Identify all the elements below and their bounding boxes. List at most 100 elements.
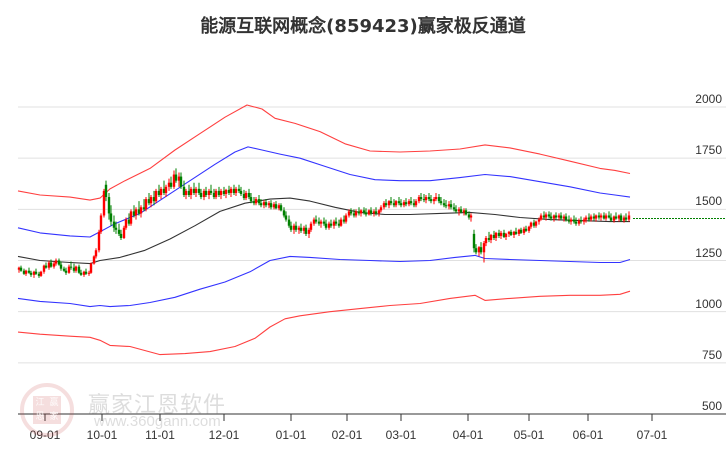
middle-line-line (17, 197, 630, 265)
chart-title: 能源互联网概念(859423)赢家极反通道 (200, 16, 526, 37)
candle (334, 221, 338, 224)
candle (339, 219, 343, 226)
candle (367, 210, 371, 215)
candle (237, 188, 241, 191)
candle (152, 197, 156, 202)
candle (562, 216, 566, 219)
candle (592, 216, 596, 219)
candle (187, 190, 191, 196)
x-tick-label: 02-01 (331, 428, 363, 442)
candle (69, 266, 73, 268)
candle (434, 197, 438, 200)
upper-outer-band-line (17, 104, 631, 201)
candle (164, 186, 168, 193)
candle (437, 197, 441, 202)
candle (324, 223, 328, 228)
candle (262, 202, 266, 206)
candle (307, 229, 311, 234)
candle (394, 201, 398, 206)
candle (369, 210, 373, 214)
candle (97, 231, 101, 251)
candle (344, 215, 348, 222)
upper-inner-band-line (17, 146, 631, 238)
candle (234, 188, 238, 193)
candle (477, 247, 481, 253)
candle (454, 209, 458, 212)
candle (259, 203, 263, 206)
candle (309, 223, 313, 230)
candle (467, 214, 471, 218)
candle (242, 193, 246, 199)
candle (229, 188, 233, 193)
x-axis (18, 413, 726, 421)
candle (514, 231, 518, 234)
candle (499, 232, 503, 236)
candle (122, 227, 126, 238)
x-tick-label: 06-01 (572, 428, 604, 442)
candle (322, 221, 326, 224)
candle (19, 267, 23, 271)
candle (494, 232, 498, 238)
candle (47, 262, 51, 268)
candle (527, 226, 531, 231)
candle (44, 265, 48, 268)
candle (64, 270, 68, 273)
candle (34, 271, 38, 274)
candle (452, 207, 456, 210)
candle (107, 197, 111, 214)
candle (129, 211, 133, 224)
candle (182, 186, 186, 196)
candle (587, 217, 591, 220)
candle (427, 197, 431, 200)
candle (292, 225, 296, 230)
x-tick-label: 07-01 (636, 428, 668, 442)
candle (352, 213, 356, 216)
candle (524, 228, 528, 231)
candle (594, 215, 598, 219)
candle (517, 229, 521, 234)
candle (484, 237, 488, 244)
candle (82, 271, 86, 275)
candle (542, 215, 546, 218)
candle (279, 205, 283, 211)
candle (167, 182, 171, 187)
candle (414, 201, 418, 206)
candle (424, 197, 428, 201)
candle (32, 271, 36, 275)
lower-inner-band-line (17, 254, 631, 308)
candle (544, 214, 548, 218)
candle (492, 234, 496, 238)
candle (604, 215, 608, 219)
candle (269, 203, 273, 208)
candle (194, 188, 198, 193)
candle (379, 207, 383, 211)
candle (337, 223, 341, 226)
channel-lines (17, 104, 631, 356)
candle (577, 220, 581, 224)
candle (627, 215, 631, 220)
candle (144, 199, 148, 210)
x-tick-label: 11-01 (145, 428, 175, 442)
candle (574, 221, 578, 224)
candle (57, 260, 61, 265)
candle (22, 270, 26, 274)
candle (299, 227, 303, 231)
candle (252, 201, 256, 204)
candle (549, 216, 553, 219)
lower-outer-band-line (17, 290, 631, 356)
candle (487, 237, 491, 241)
candle (417, 197, 421, 202)
candle (184, 190, 188, 196)
candle (137, 209, 141, 214)
candle (459, 209, 463, 213)
candle (147, 199, 151, 204)
candle (169, 182, 173, 187)
candle (384, 203, 388, 206)
candle (159, 188, 163, 196)
candle (572, 219, 576, 222)
candle (507, 231, 511, 234)
candle (444, 205, 448, 207)
candle (304, 227, 308, 234)
candle (154, 190, 158, 202)
